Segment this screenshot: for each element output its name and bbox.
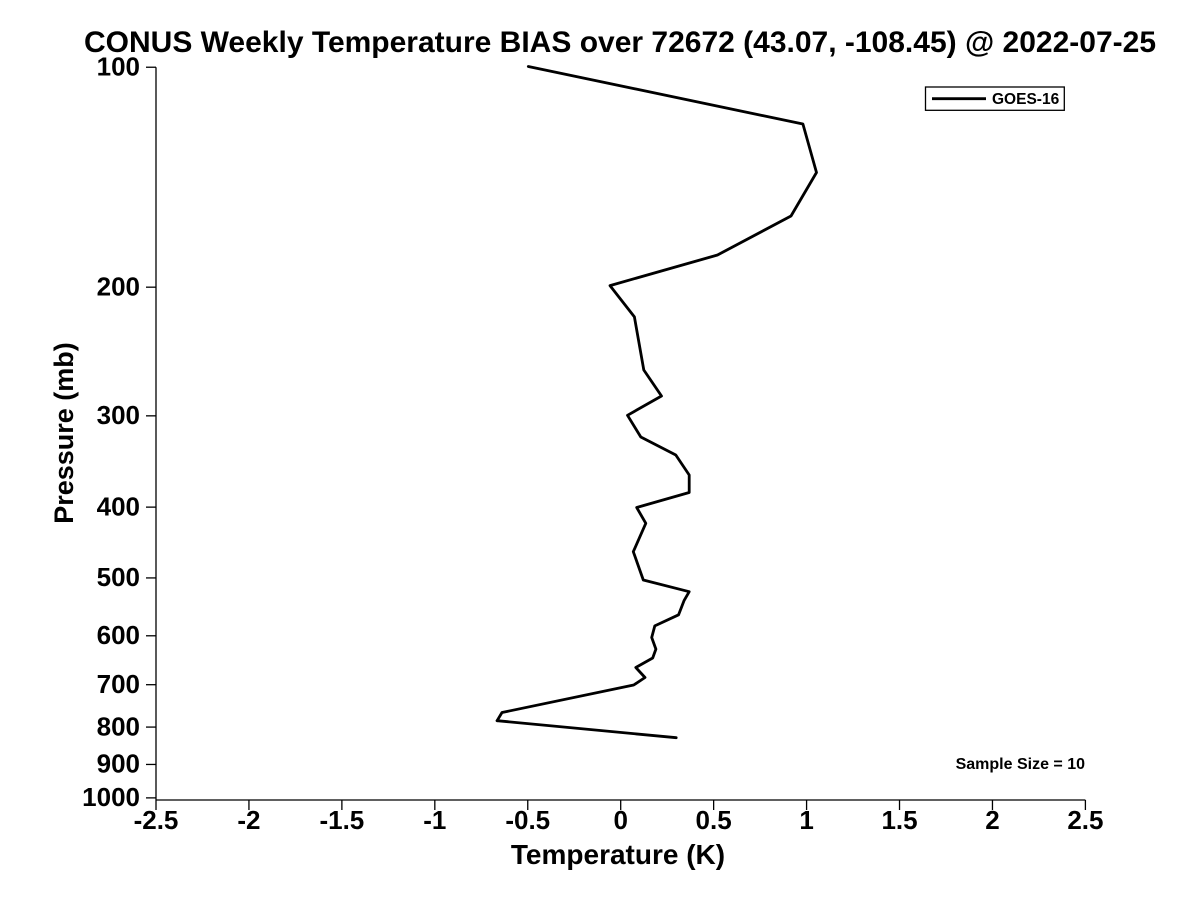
- svg-text:-1.5: -1.5: [319, 805, 364, 835]
- svg-text:700: 700: [97, 669, 140, 699]
- svg-text:500: 500: [97, 562, 140, 592]
- svg-text:Pressure (mb): Pressure (mb): [49, 342, 79, 524]
- svg-text:900: 900: [97, 749, 140, 779]
- svg-text:800: 800: [97, 711, 140, 741]
- svg-text:200: 200: [97, 272, 140, 302]
- svg-text:-2: -2: [237, 805, 260, 835]
- svg-text:2.5: 2.5: [1067, 805, 1103, 835]
- svg-text:1000: 1000: [82, 782, 140, 812]
- svg-text:600: 600: [97, 620, 140, 650]
- svg-text:1.5: 1.5: [881, 805, 917, 835]
- svg-text:0: 0: [613, 805, 627, 835]
- svg-text:300: 300: [97, 400, 140, 430]
- svg-text:0.5: 0.5: [696, 805, 732, 835]
- svg-text:-0.5: -0.5: [505, 805, 550, 835]
- svg-text:1: 1: [799, 805, 813, 835]
- svg-text:Temperature (K): Temperature (K): [511, 839, 725, 870]
- svg-text:2: 2: [985, 805, 999, 835]
- svg-text:-1: -1: [423, 805, 446, 835]
- svg-text:-2.5: -2.5: [134, 805, 179, 835]
- svg-text:Sample Size = 10: Sample Size = 10: [956, 756, 1086, 773]
- svg-text:GOES-16: GOES-16: [992, 91, 1060, 108]
- svg-text:400: 400: [97, 491, 140, 521]
